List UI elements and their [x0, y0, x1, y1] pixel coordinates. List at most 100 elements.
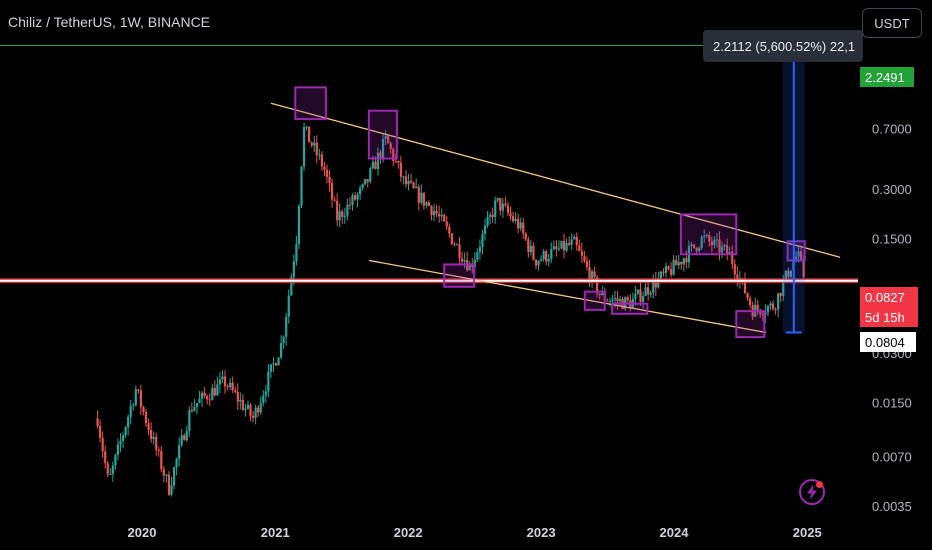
- candle: [404, 169, 408, 188]
- candle: [341, 209, 344, 224]
- candle-body: [723, 245, 726, 247]
- candle-body: [634, 293, 637, 299]
- candle: [483, 218, 487, 241]
- candle: [167, 471, 171, 497]
- candle-body: [114, 454, 117, 466]
- candle: [649, 290, 652, 298]
- candle: [320, 151, 323, 171]
- candle: [190, 402, 193, 413]
- candle: [463, 252, 466, 269]
- candle: [486, 211, 489, 229]
- candle-body: [695, 247, 698, 251]
- candle: [223, 370, 227, 394]
- candle-body: [211, 387, 214, 401]
- candle-body: [588, 266, 591, 282]
- candle: [634, 285, 637, 306]
- last-price-tag: 0.0827: [860, 287, 918, 308]
- candle: [534, 259, 538, 270]
- candle: [481, 229, 484, 255]
- candle: [269, 364, 273, 379]
- candle: [239, 392, 242, 410]
- candle: [361, 183, 364, 191]
- candle-body: [427, 202, 431, 206]
- candle: [124, 425, 127, 438]
- highlight-box: [735, 310, 766, 339]
- candle-body: [356, 194, 359, 200]
- candle: [550, 242, 553, 264]
- candle: [417, 184, 420, 211]
- candle-body: [218, 379, 222, 385]
- candle: [254, 404, 257, 425]
- candle: [119, 433, 122, 453]
- candle-body: [578, 245, 581, 251]
- candle: [496, 197, 499, 203]
- time-tick-label: 2024: [660, 525, 690, 540]
- candle: [578, 239, 581, 252]
- candle: [325, 164, 329, 184]
- candle-body: [371, 161, 374, 169]
- candle: [641, 291, 645, 310]
- candle-body: [221, 376, 224, 380]
- lightning-bolt-icon[interactable]: [798, 478, 826, 506]
- candle-body: [458, 244, 461, 259]
- candle-body: [672, 259, 675, 275]
- candle-body: [473, 259, 476, 267]
- candle: [285, 312, 288, 346]
- price-tick-label: 0.7000: [872, 122, 912, 137]
- price-tick-label: 0.0070: [872, 450, 912, 465]
- candle-body: [338, 211, 341, 221]
- highlight-box: [367, 109, 398, 160]
- time-axis[interactable]: 2020 2021 2022 2023 2024 2025: [128, 525, 822, 540]
- candle-body: [203, 392, 206, 397]
- candle-body: [522, 222, 525, 234]
- candle-body: [251, 415, 255, 418]
- candle-body: [652, 279, 655, 293]
- measure-tooltip: 2.2112 (5,600.52%) 22,1: [703, 30, 863, 62]
- candle: [178, 437, 181, 467]
- candle-body: [412, 182, 415, 188]
- candle-body: [285, 316, 288, 338]
- candle-body: [779, 293, 782, 297]
- candle: [399, 156, 402, 183]
- candle-body: [649, 292, 652, 295]
- candle: [175, 457, 178, 476]
- candle-body: [450, 233, 453, 245]
- highlight-box: [294, 86, 327, 121]
- candle: [330, 178, 334, 208]
- candle-body: [483, 225, 487, 235]
- candle-body: [639, 289, 642, 302]
- candle: [583, 250, 586, 264]
- candle-body: [626, 297, 629, 301]
- candle-body: [743, 278, 747, 294]
- candle: [652, 274, 655, 299]
- candle-body: [619, 299, 622, 302]
- candle: [323, 161, 326, 177]
- candle-body: [422, 192, 425, 206]
- candle: [277, 356, 280, 366]
- candle-body: [547, 259, 550, 262]
- price-axis[interactable]: 3.00001.50000.70000.30000.15000.03000.01…: [872, 18, 912, 514]
- low-price-tag: 0.0804: [860, 332, 916, 352]
- candle-body: [654, 279, 657, 288]
- candle: [562, 233, 566, 259]
- candle: [244, 403, 247, 417]
- currency-button[interactable]: USDT: [862, 8, 922, 38]
- candle-body: [802, 259, 805, 277]
- candle-body: [137, 389, 140, 391]
- candle-body: [771, 303, 775, 310]
- candle: [185, 425, 188, 443]
- candle: [616, 291, 619, 310]
- candle-body: [259, 402, 262, 413]
- candle: [336, 193, 339, 227]
- candle-body: [647, 287, 650, 295]
- candle-body: [555, 246, 558, 250]
- candle: [282, 335, 285, 349]
- candle: [310, 141, 313, 148]
- candle: [542, 248, 545, 262]
- candle: [195, 402, 199, 415]
- candle-body: [680, 261, 683, 265]
- candle: [565, 238, 568, 253]
- candle: [116, 438, 120, 461]
- candle: [636, 289, 640, 296]
